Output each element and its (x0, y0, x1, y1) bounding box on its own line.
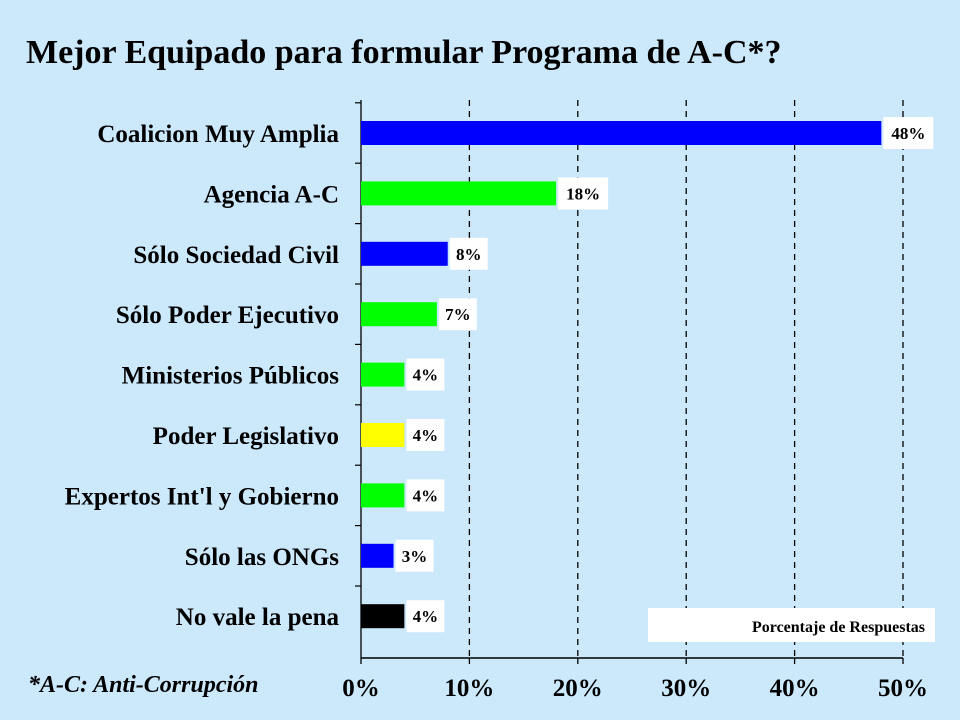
category-label: Ministerios Públicos (122, 363, 340, 390)
category-label: Agencia A-C (204, 181, 339, 208)
category-label: Sólo las ONGs (185, 544, 339, 571)
value-label: 18% (566, 184, 600, 203)
x-tick-label: 0% (342, 675, 380, 702)
value-label: 4% (413, 426, 439, 445)
value-label-box (406, 479, 445, 512)
value-label-box (449, 237, 488, 270)
bar (361, 362, 405, 387)
x-tick-label: 50% (878, 675, 928, 702)
value-label: 4% (413, 607, 439, 626)
chart-title: Mejor Equipado para formular Programa de… (26, 34, 782, 71)
value-label: 48% (891, 124, 925, 143)
category-label: No vale la pena (176, 604, 340, 631)
bar (361, 483, 405, 508)
legend-text: Porcentaje de Respuestas (752, 619, 925, 636)
bar (361, 121, 882, 145)
x-tick-label: 40% (770, 675, 820, 702)
legend: Porcentaje de Respuestas (648, 608, 935, 642)
value-label: 3% (402, 547, 428, 566)
value-label-box (406, 600, 445, 633)
x-axis (355, 102, 904, 664)
value-label: 8% (456, 245, 482, 264)
bar (361, 543, 394, 568)
bar (361, 604, 405, 629)
footnote: *A-C: Anti-Corrupción (28, 672, 259, 698)
value-label-box (395, 539, 434, 572)
category-label: Sólo Poder Ejecutivo (116, 302, 339, 329)
value-label-box (406, 358, 445, 391)
tick-labels: 0% 10% 20% 30% 40% 50% (342, 675, 928, 702)
value-label: 4% (413, 486, 439, 505)
x-tick-label: 30% (661, 675, 711, 702)
bars (361, 121, 882, 629)
value-label: 7% (445, 305, 471, 324)
bar (361, 302, 437, 327)
value-label-box (558, 177, 609, 210)
value-label-box (438, 298, 477, 331)
category-labels: Coalicion Muy Amplia Agencia A-C Sólo Soci… (65, 121, 340, 631)
bar (361, 181, 557, 206)
value-labels: 48% 18% 8% 7% 4% 4% 4% 3% 4% (395, 117, 934, 633)
legend-box (648, 608, 935, 642)
bar (361, 423, 405, 447)
x-tick-label: 10% (444, 675, 494, 702)
value-label: 4% (413, 366, 439, 385)
category-label: Coalicion Muy Amplia (97, 121, 339, 148)
value-label-box (883, 117, 934, 149)
category-label: Expertos Int'l y Gobierno (65, 483, 339, 510)
category-label: Sólo Sociedad Civil (133, 242, 339, 269)
value-label-box (406, 419, 445, 451)
x-tick-label: 20% (553, 675, 603, 702)
category-label: Poder Legislativo (153, 423, 339, 450)
bar (361, 241, 448, 266)
